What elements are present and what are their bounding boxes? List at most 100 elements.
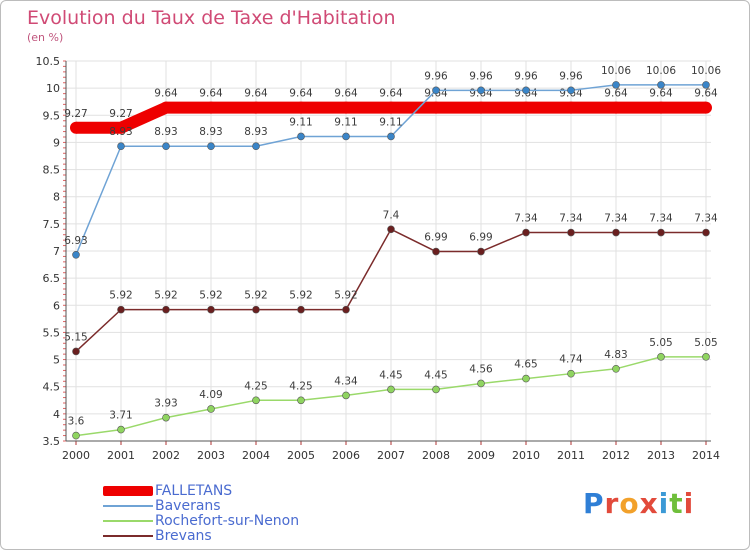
y-tick-label: 3.5: [43, 435, 61, 448]
series-point: [657, 228, 665, 237]
series-point: [160, 101, 172, 114]
series-point: [72, 251, 80, 259]
data-label: 4.65: [514, 359, 537, 371]
data-label: 9.11: [334, 116, 357, 128]
data-label: 5.92: [334, 290, 357, 302]
series-point: [522, 228, 530, 237]
data-label: 4.34: [334, 375, 358, 387]
data-label: 9.27: [64, 108, 87, 120]
data-label: 9.64: [199, 88, 223, 100]
data-label: 5.92: [154, 290, 177, 302]
series-point: [72, 431, 80, 440]
x-tick-label: 2001: [107, 449, 135, 462]
data-label: 8.93: [109, 126, 132, 138]
series-point: [207, 405, 215, 413]
legend-label: Baverans: [155, 498, 221, 514]
series-point: [115, 121, 127, 134]
x-tick-label: 2014: [692, 449, 720, 462]
data-label: 9.64: [379, 88, 403, 100]
data-label: 9.64: [289, 88, 313, 100]
data-label: 9.64: [604, 88, 628, 100]
series-point: [567, 228, 575, 237]
data-label: 6.93: [64, 235, 87, 247]
data-label: 8.93: [244, 126, 267, 138]
series-point: [700, 101, 712, 114]
x-tick-label: 2012: [602, 449, 630, 462]
series-point: [162, 413, 170, 422]
chart-title: Evolution du Taux de Taxe d'Habitation: [27, 7, 396, 29]
series-point: [252, 396, 260, 405]
series-point: [205, 101, 217, 114]
series-point: [657, 353, 665, 361]
data-label: 9.96: [469, 70, 493, 82]
series-point: [297, 305, 305, 314]
data-label: 4.74: [559, 354, 583, 366]
series-point: [565, 101, 577, 114]
series-point: [612, 228, 620, 237]
y-tick-label: 7: [53, 245, 60, 258]
data-label: 9.96: [559, 70, 583, 82]
series-point: [162, 142, 170, 151]
series-point: [70, 121, 82, 134]
data-label: 9.27: [109, 108, 132, 120]
series-point: [297, 132, 305, 141]
data-label: 9.11: [289, 116, 312, 128]
data-label: 7.34: [559, 213, 583, 225]
series-point: [207, 305, 215, 314]
series-point: [522, 86, 530, 95]
series-point: [612, 364, 620, 373]
series-point: [387, 225, 395, 234]
data-label: 9.64: [154, 88, 178, 100]
series-point: [387, 132, 395, 141]
series-point: [207, 142, 215, 151]
x-tick-label: 2013: [647, 449, 675, 462]
data-label: 4.45: [379, 369, 402, 381]
series-point: [522, 374, 530, 383]
proxiti-logo: Proxiti: [583, 487, 695, 520]
data-label: 7.34: [604, 213, 628, 225]
legend-label: Brevans: [155, 528, 212, 544]
x-tick-label: 2005: [287, 449, 315, 462]
data-label: 7.34: [649, 213, 673, 225]
unit-label: (en %): [27, 31, 64, 44]
data-label: 7.34: [694, 213, 718, 225]
series-point: [432, 247, 440, 256]
series-point: [117, 142, 125, 151]
series-point: [657, 81, 665, 89]
data-label: 9.64: [649, 88, 673, 100]
series-point: [702, 353, 710, 361]
series-point: [252, 142, 260, 151]
y-tick-label: 6: [53, 299, 60, 312]
data-label: 4.09: [199, 389, 222, 401]
data-label: 5.05: [694, 337, 717, 349]
data-label: 3.93: [154, 398, 177, 410]
y-tick-label: 10: [46, 82, 60, 95]
x-tick-label: 2007: [377, 449, 405, 462]
data-label: 5.92: [289, 290, 312, 302]
x-tick-label: 2004: [242, 449, 270, 462]
data-label: 5.15: [64, 331, 87, 343]
data-label: 9.11: [379, 116, 402, 128]
series-point: [520, 101, 532, 114]
series-point: [385, 101, 397, 114]
series-point: [702, 81, 710, 89]
series-point: [342, 391, 350, 400]
data-label: 5.05: [649, 337, 672, 349]
legend-label: Rochefort-sur-Nenon: [155, 513, 300, 529]
x-tick-label: 2008: [422, 449, 450, 462]
series-point: [117, 425, 125, 434]
legend-label: FALLETANS: [155, 483, 233, 499]
y-tick-label: 10.5: [36, 55, 61, 68]
data-label: 8.93: [199, 126, 222, 138]
legend-swatch: [103, 505, 153, 507]
data-label: 4.45: [424, 369, 447, 381]
y-tick-label: 8: [53, 191, 60, 204]
y-tick-label: 7.5: [43, 218, 61, 231]
data-label: 5.92: [109, 290, 132, 302]
data-label: 9.96: [424, 70, 448, 82]
y-tick-label: 4: [53, 408, 60, 421]
series-point: [117, 305, 125, 314]
x-tick-label: 2006: [332, 449, 360, 462]
series-point: [250, 101, 262, 114]
